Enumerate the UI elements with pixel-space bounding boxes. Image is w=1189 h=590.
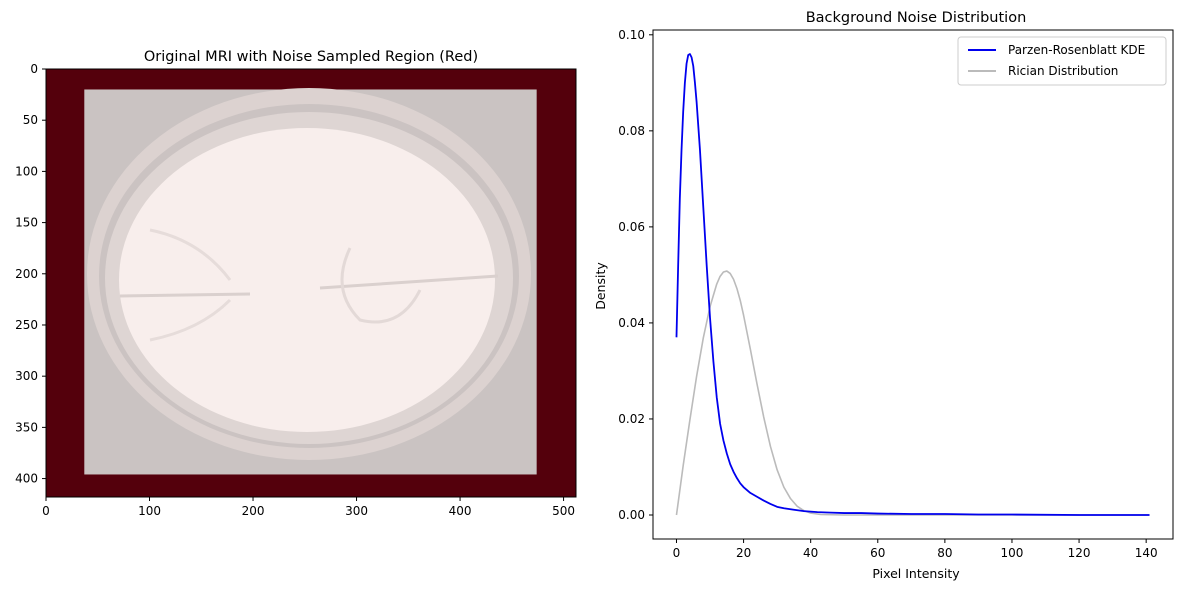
y-tick-label: 0.04	[618, 316, 645, 330]
mri-y-ticks: 0 50 100 150 200 250 300 350 400	[15, 62, 46, 486]
legend-box	[957, 36, 1167, 86]
x-axis-label: Pixel Intensity	[872, 566, 960, 581]
brain-tissue	[119, 128, 495, 432]
ventricle-detail	[340, 247, 422, 324]
plot-frame	[652, 29, 1174, 540]
mri-x-tick-label: 300	[345, 504, 368, 518]
y-tick-label: 0.10	[618, 28, 645, 42]
mri-x-tick-label: 0	[42, 504, 50, 518]
y-tick-label: 0.06	[618, 220, 645, 234]
x-tick-label: 80	[937, 546, 952, 560]
x-tick-label: 0	[673, 546, 681, 560]
mri-y-tick-label: 300	[15, 369, 38, 383]
brain-midline	[119, 274, 499, 298]
x-tick-label: 120	[1068, 546, 1091, 560]
mri-y-tick-label: 100	[15, 164, 38, 178]
x-ticks: 0 20 40 60 80 100 120 140	[673, 539, 1158, 560]
mri-image-title: Original MRI with Noise Sampled Region (…	[144, 49, 478, 65]
mri-y-tick-label: 0	[30, 62, 38, 76]
mri-image-frame	[45, 68, 577, 498]
legend-kde-label: Parzen-Rosenblatt KDE	[1008, 43, 1145, 57]
legend-rician-label: Rician Distribution	[1008, 64, 1118, 78]
noise-distribution-title: Background Noise Distribution	[806, 10, 1027, 26]
mri-y-tick-label: 150	[15, 216, 38, 230]
noise-distribution-panel: Background Noise Distribution 0 20 40 60 80 1…	[593, 10, 1174, 581]
mri-image-panel: Original MRI with Noise Sampled Region (…	[15, 49, 577, 518]
mri-image	[46, 69, 576, 497]
y-tick-label: 0.08	[618, 124, 645, 138]
mri-y-tick-label: 250	[15, 318, 38, 332]
series-lines	[675, 53, 1150, 516]
mri-x-tick-label: 400	[449, 504, 472, 518]
legend: Parzen-Rosenblatt KDE Rician Distributio…	[957, 36, 1167, 86]
x-tick-label: 40	[803, 546, 818, 560]
x-tick-label: 20	[736, 546, 751, 560]
frontal-detail	[149, 228, 232, 342]
rician-series-line	[675, 270, 1150, 516]
mri-y-tick-label: 350	[15, 420, 38, 434]
x-tick-label: 100	[1001, 546, 1024, 560]
mri-y-tick-label: 400	[15, 472, 38, 486]
x-tick-label: 60	[870, 546, 885, 560]
mri-x-tick-label: 200	[242, 504, 265, 518]
mri-x-tick-label: 500	[552, 504, 575, 518]
mri-x-ticks: 0 100 200 300 400 500	[42, 497, 575, 518]
y-tick-label: 0.02	[618, 412, 645, 426]
kde-series-line	[675, 53, 1150, 516]
mri-y-tick-label: 50	[23, 113, 38, 127]
y-ticks: 0.00 0.02 0.04 0.06 0.08 0.10	[618, 28, 653, 522]
x-tick-label: 140	[1135, 546, 1158, 560]
mri-y-tick-label: 200	[15, 267, 38, 281]
y-tick-label: 0.00	[618, 508, 645, 522]
mri-x-tick-label: 100	[138, 504, 161, 518]
y-axis-label: Density	[593, 262, 608, 310]
